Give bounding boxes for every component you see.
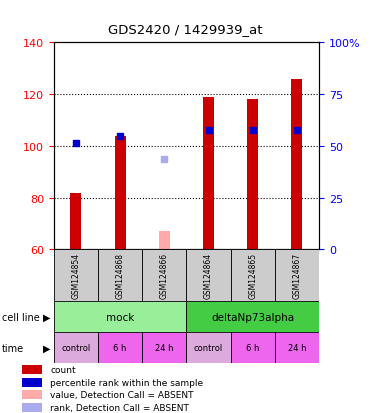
Bar: [70, 193, 81, 250]
Text: 6 h: 6 h: [246, 344, 259, 352]
Text: percentile rank within the sample: percentile rank within the sample: [50, 378, 204, 387]
Bar: [98, 332, 142, 363]
Text: 24 h: 24 h: [155, 344, 174, 352]
Bar: [231, 250, 275, 301]
Text: control: control: [61, 344, 91, 352]
Bar: [231, 332, 275, 363]
Bar: [203, 97, 214, 250]
Bar: [186, 301, 319, 332]
Text: mock: mock: [106, 312, 134, 322]
Text: control: control: [194, 344, 223, 352]
Text: deltaNp73alpha: deltaNp73alpha: [211, 312, 294, 322]
Text: rank, Detection Call = ABSENT: rank, Detection Call = ABSENT: [50, 403, 189, 411]
Bar: [292, 79, 302, 250]
Bar: [22, 390, 42, 399]
Bar: [275, 332, 319, 363]
Text: GSM124868: GSM124868: [116, 253, 125, 299]
Text: ▶: ▶: [43, 343, 50, 353]
Bar: [186, 250, 231, 301]
Text: GSM124864: GSM124864: [204, 253, 213, 299]
Bar: [247, 100, 258, 250]
Bar: [142, 250, 186, 301]
Bar: [186, 332, 231, 363]
Text: time: time: [2, 343, 24, 353]
Text: count: count: [50, 366, 76, 374]
Text: 6 h: 6 h: [114, 344, 127, 352]
Text: GSM124854: GSM124854: [71, 253, 81, 299]
Bar: [275, 250, 319, 301]
Text: value, Detection Call = ABSENT: value, Detection Call = ABSENT: [50, 390, 194, 399]
Bar: [142, 332, 186, 363]
Text: 24 h: 24 h: [288, 344, 306, 352]
Bar: [22, 378, 42, 387]
Text: cell line: cell line: [2, 312, 40, 322]
Bar: [22, 403, 42, 411]
Text: GSM124867: GSM124867: [292, 253, 302, 299]
Bar: [22, 366, 42, 374]
Bar: [115, 136, 126, 250]
Text: GSM124866: GSM124866: [160, 253, 169, 299]
Bar: [54, 301, 186, 332]
Text: ▶: ▶: [43, 312, 50, 322]
Text: GDS2420 / 1429939_at: GDS2420 / 1429939_at: [108, 23, 263, 36]
Bar: [54, 250, 98, 301]
Text: GSM124865: GSM124865: [248, 253, 257, 299]
Bar: [159, 232, 170, 250]
Bar: [98, 250, 142, 301]
Bar: [54, 332, 98, 363]
